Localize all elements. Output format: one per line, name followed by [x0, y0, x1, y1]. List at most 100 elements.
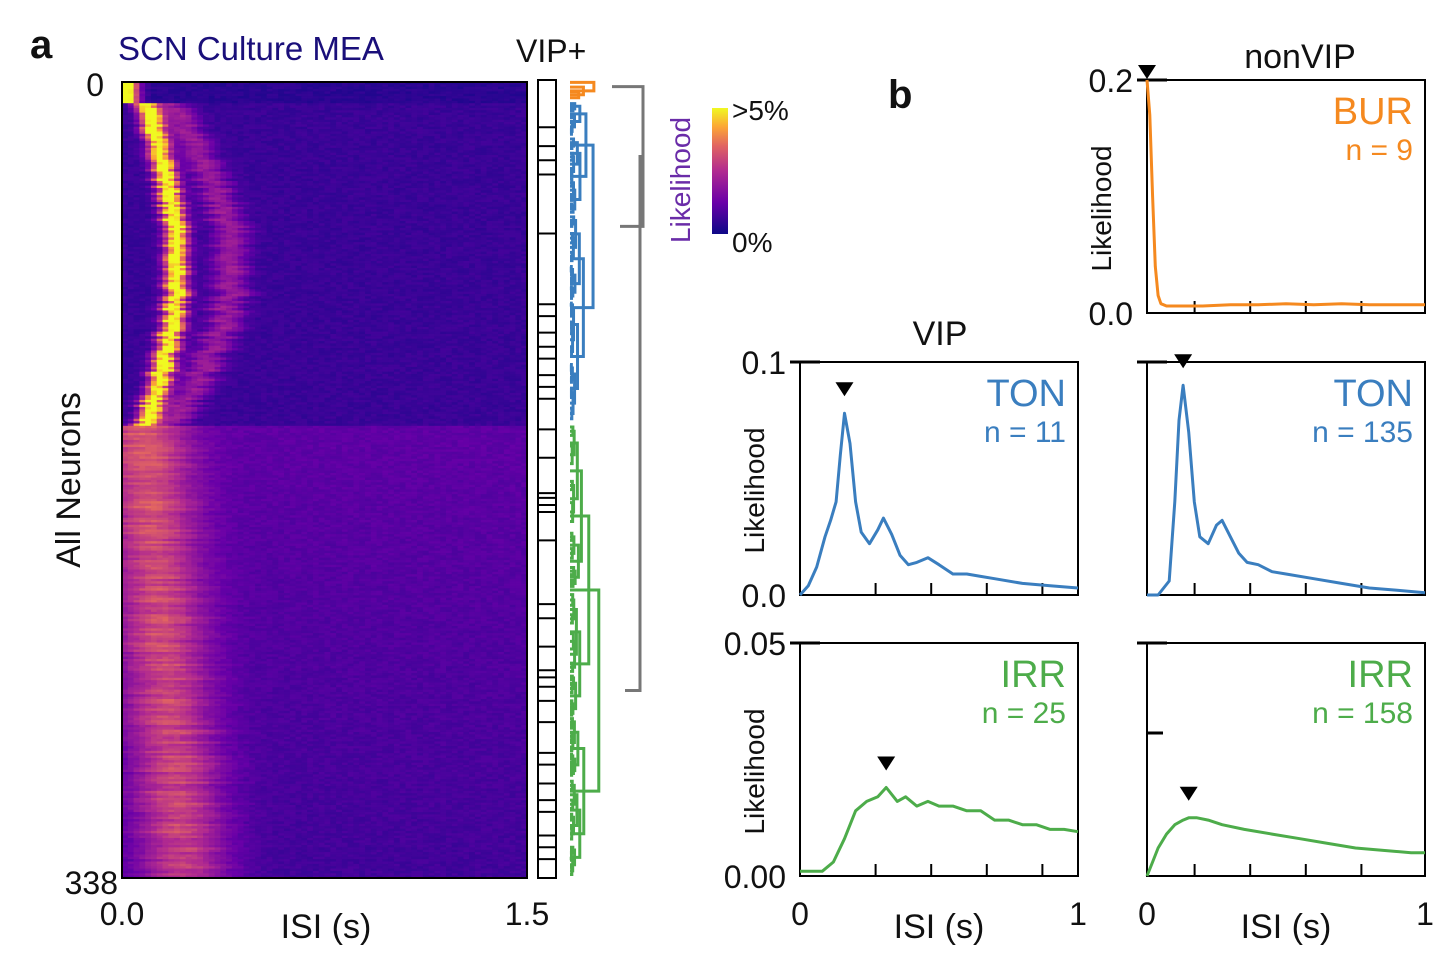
heatmap-cell: [446, 110, 452, 113]
heatmap-cell: [215, 122, 221, 125]
heatmap-cell: [215, 148, 221, 151]
heatmap-cell: [434, 209, 440, 212]
heatmap-cell: [301, 247, 307, 250]
heatmap-cell: [267, 219, 273, 222]
heatmap-cell: [197, 209, 203, 212]
heatmap-cell: [359, 120, 365, 123]
heatmap-cell: [342, 141, 348, 144]
heatmap-cell: [313, 160, 319, 163]
heatmap-cell: [388, 115, 394, 118]
heatmap-cell: [313, 113, 319, 116]
heatmap-cell: [261, 98, 267, 101]
heatmap-cell: [267, 89, 273, 92]
heatmap-cell: [180, 108, 186, 111]
heatmap-cell: [226, 101, 232, 104]
heatmap-cell: [215, 84, 221, 87]
heatmap-cell: [487, 223, 493, 226]
heatmap-cell: [174, 212, 180, 215]
heatmap-cell: [255, 87, 261, 90]
heatmap-cell: [359, 155, 365, 158]
heatmap-cell: [469, 98, 475, 101]
heatmap-cell: [325, 110, 331, 113]
heatmap-cell: [434, 219, 440, 222]
heatmap-cell: [382, 98, 388, 101]
heatmap-cell: [272, 117, 278, 120]
heatmap-cell: [232, 216, 238, 219]
heatmap-cell: [157, 240, 163, 243]
heatmap-cell: [174, 162, 180, 165]
heatmap-cell: [134, 174, 140, 177]
heatmap-cell: [504, 155, 510, 158]
heatmap-cell: [284, 183, 290, 186]
heatmap-cell: [481, 167, 487, 170]
heatmap-cell: [307, 202, 313, 205]
heatmap-cell: [475, 134, 481, 137]
heatmap-cell: [191, 160, 197, 163]
heatmap-cell: [487, 122, 493, 125]
heatmap-cell: [492, 207, 498, 210]
heatmap-cell: [377, 181, 383, 184]
heatmap-cell: [325, 89, 331, 92]
heatmap-cell: [330, 89, 336, 92]
heatmap-cell: [377, 228, 383, 231]
heatmap-cell: [203, 207, 209, 210]
heatmap-cell: [220, 197, 226, 200]
heatmap-cell: [325, 106, 331, 109]
heatmap-cell: [255, 216, 261, 219]
heatmap-cell: [394, 117, 400, 120]
heatmap-cell: [452, 131, 458, 134]
heatmap-cell: [267, 143, 273, 146]
heatmap-cell: [174, 103, 180, 106]
heatmap-cell: [481, 122, 487, 125]
heatmap-cell: [134, 124, 140, 127]
heatmap-cell: [475, 233, 481, 236]
heatmap-cell: [215, 113, 221, 116]
heatmap-cell: [382, 155, 388, 158]
heatmap-cell: [209, 106, 215, 109]
heatmap-cell: [232, 101, 238, 104]
heatmap-cell: [440, 169, 446, 172]
heatmap-cell: [151, 129, 157, 132]
heatmap-cell: [498, 214, 504, 217]
heatmap-cell: [180, 160, 186, 163]
heatmap-cell: [365, 106, 371, 109]
heatmap-cell: [267, 197, 273, 200]
heatmap-cell: [174, 155, 180, 158]
heatmap-cell: [284, 214, 290, 217]
heatmap-cell: [267, 101, 273, 104]
heatmap-cell: [492, 171, 498, 174]
heatmap-cell: [151, 108, 157, 111]
heatmap-cell: [487, 167, 493, 170]
heatmap-cell: [301, 122, 307, 125]
heatmap-cell: [336, 153, 342, 156]
heatmap-cell: [267, 124, 273, 127]
heatmap-cell: [307, 181, 313, 184]
heatmap-cell: [191, 131, 197, 134]
heatmap-cell: [215, 108, 221, 111]
heatmap-cell: [284, 146, 290, 149]
heatmap-cell: [255, 98, 261, 101]
heatmap-cell: [284, 204, 290, 207]
heatmap-cell: [290, 176, 296, 179]
heatmap-cell: [284, 237, 290, 240]
heatmap-cell: [128, 129, 134, 132]
heatmap-cell: [284, 160, 290, 163]
heatmap-cell: [174, 157, 180, 160]
heatmap-cell: [238, 87, 244, 90]
heatmap-cell: [481, 209, 487, 212]
heatmap-cell: [492, 193, 498, 196]
heatmap-cell: [226, 242, 232, 245]
heatmap-cell: [145, 103, 151, 106]
heatmap-cell: [226, 162, 232, 165]
heatmap-cell: [411, 150, 417, 153]
heatmap-cell: [180, 204, 186, 207]
heatmap-cell: [458, 240, 464, 243]
heatmap-cell: [446, 223, 452, 226]
heatmap-cell: [296, 223, 302, 226]
heatmap-cell: [203, 216, 209, 219]
heatmap-cell: [296, 84, 302, 87]
heatmap-cell: [492, 181, 498, 184]
heatmap-cell: [220, 115, 226, 118]
heatmap-cell: [336, 202, 342, 205]
heatmap-cell: [377, 108, 383, 111]
